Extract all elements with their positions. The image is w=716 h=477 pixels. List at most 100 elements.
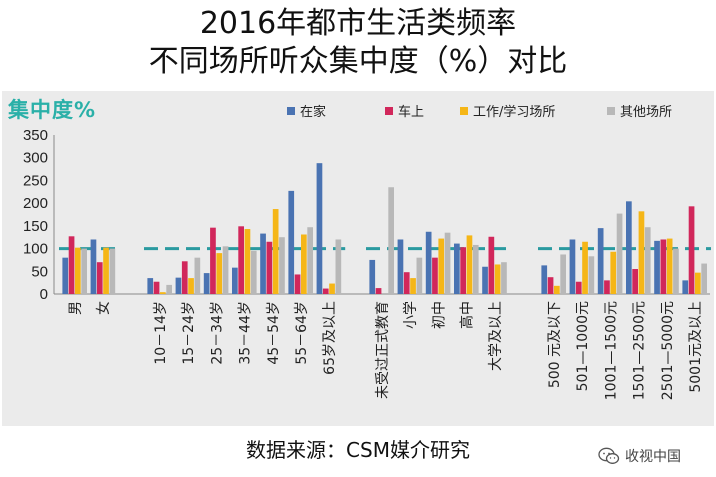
x-tick-label: 55－64岁 (294, 301, 310, 365)
bar (68, 236, 75, 294)
bar (597, 228, 604, 294)
x-tick-label: 2501—5000元 (660, 301, 676, 400)
x-tick-label: 500 元及以下 (547, 301, 563, 388)
bar (188, 278, 194, 294)
legend-swatch (460, 106, 468, 115)
brand-name: 收视中国 (625, 449, 681, 465)
bar (294, 274, 301, 294)
bar (472, 244, 479, 294)
bar (488, 236, 495, 294)
bar (301, 234, 307, 294)
bar (260, 233, 266, 294)
bar (666, 238, 673, 294)
legend-label: 工作/学习场所 (473, 105, 556, 120)
bar (547, 277, 554, 294)
bar (194, 257, 201, 294)
bar (438, 238, 445, 294)
chart-panel: 集中度% 在家 车上 工作/学习场所 其他场所 0 50 100 150 200 250 300 3… (2, 91, 714, 426)
bar (181, 261, 188, 294)
bar (673, 248, 679, 294)
bar (494, 264, 501, 294)
legend-label: 其他场所 (620, 105, 673, 120)
bar (90, 239, 97, 294)
bar (575, 281, 582, 294)
bar (109, 248, 116, 294)
bar (397, 239, 404, 294)
bar (454, 243, 460, 294)
bar (582, 241, 588, 294)
x-tick-label: 5001元及以上 (688, 301, 704, 393)
x-tick-label: 初中 (430, 301, 447, 329)
bar (610, 251, 617, 294)
bar (62, 257, 69, 294)
y-axis-label: 集中度% (8, 98, 97, 122)
bar (316, 163, 323, 294)
y-tick-label: 50 (31, 263, 48, 280)
y-tick-label: 150 (23, 218, 48, 235)
chart-title-line1: 2016年都市生活类频率 (199, 6, 517, 41)
bar (501, 262, 507, 294)
bar (160, 292, 166, 294)
x-tick-label: 35－44岁 (238, 301, 254, 365)
bar (279, 237, 285, 294)
x-tick-label: 1001—1500元 (603, 301, 619, 400)
legend-item: 其他场所 (607, 101, 672, 120)
y-tick-label: 200 (23, 195, 48, 212)
x-tick-label: 25－34岁 (209, 301, 225, 365)
y-tick-label: 100 (23, 241, 48, 258)
bar (560, 254, 566, 294)
bar (444, 232, 451, 294)
x-tick-label: 501—1000元 (575, 301, 591, 391)
x-tick-label: 未受过正式教育 (375, 301, 391, 399)
bar (272, 209, 279, 294)
bar (654, 240, 660, 294)
brand-watermark: 收视中国 (598, 446, 681, 466)
bar (175, 277, 182, 294)
legend-item: 在家 (287, 101, 326, 120)
bar (644, 227, 651, 294)
y-tick-label: 350 (23, 127, 48, 144)
bar (222, 246, 229, 294)
bar (541, 265, 548, 294)
bar (75, 247, 81, 294)
x-tick-label: 15－24岁 (181, 301, 197, 365)
legend-item: 工作/学习场所 (460, 101, 555, 120)
bar (682, 280, 689, 294)
x-tick-label: 45－54岁 (266, 301, 282, 365)
bar (216, 253, 223, 294)
bar (569, 239, 576, 294)
legend-item: 车上 (385, 101, 424, 120)
bar (335, 239, 342, 294)
bar (288, 190, 295, 294)
bar (660, 239, 667, 294)
y-tick-label: 300 (23, 150, 48, 167)
x-tick-label: 高中 (459, 301, 476, 329)
bar (307, 227, 313, 294)
legend-swatch (607, 106, 615, 115)
bar (403, 272, 410, 294)
bar (626, 201, 632, 294)
bar (329, 283, 335, 294)
bar (369, 259, 376, 294)
legend-swatch (385, 106, 393, 115)
bar (616, 213, 623, 294)
x-tick-label: 女 (95, 301, 112, 315)
bar (244, 229, 251, 294)
bar (695, 272, 701, 294)
bar (638, 211, 645, 294)
x-tick-label: 10－14岁 (153, 301, 169, 365)
bar (232, 267, 238, 294)
x-tick-label: 小学 (403, 301, 419, 329)
chart-title-line2: 不同场所听众集中度（%）对比 (148, 44, 568, 79)
bar (388, 187, 394, 294)
x-tick-label: 大学及以上 (488, 301, 504, 371)
legend-label: 车上 (398, 105, 425, 120)
bar (238, 226, 244, 294)
x-tick-label: 65岁及以上 (322, 301, 338, 375)
bar (588, 256, 595, 294)
bar (482, 266, 488, 294)
bar (375, 288, 382, 294)
bar (432, 257, 438, 294)
x-tick-label: 1501—2500元 (632, 301, 648, 400)
bar (250, 250, 257, 294)
